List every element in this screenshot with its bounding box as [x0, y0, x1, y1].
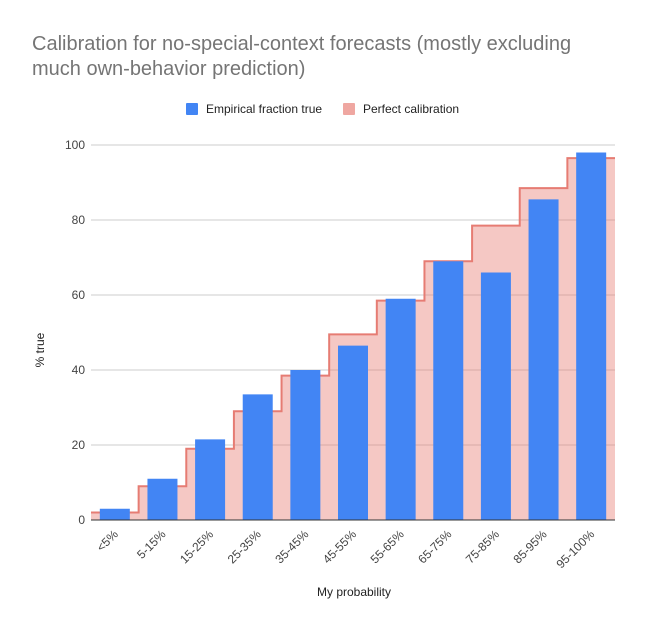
x-tick-label: 15-25% [177, 527, 216, 566]
legend: Empirical fraction true Perfect calibrat… [0, 101, 648, 117]
x-tick-label: 35-45% [272, 527, 311, 566]
x-tick-label: 65-75% [415, 527, 454, 566]
bar-6 [385, 298, 416, 520]
bar-1 [147, 478, 178, 520]
x-tick-label: 25-35% [225, 527, 264, 566]
bar-4 [290, 370, 321, 520]
bar-5 [338, 345, 368, 520]
bar-7 [433, 261, 464, 520]
bar-2 [195, 439, 226, 520]
bar-3 [242, 394, 273, 520]
y-tick-label: 20 [72, 438, 86, 452]
x-tick-label: 75-85% [463, 527, 502, 566]
bars [99, 152, 607, 520]
legend-label-empirical: Empirical fraction true [206, 102, 323, 116]
x-tick-label: 55-65% [368, 527, 407, 566]
y-tick-label: 100 [65, 138, 85, 152]
y-tick-label: 60 [72, 288, 86, 302]
legend-item-perfect[interactable]: Perfect calibration [343, 101, 459, 117]
x-tick-label: 5-15% [134, 527, 169, 562]
chart-title: Calibration for no-special-context forec… [32, 33, 572, 80]
legend-swatch-empirical [186, 103, 198, 115]
y-axis-title: % true [33, 332, 47, 367]
x-tick-label: 85-95% [511, 527, 550, 566]
bar-8 [480, 272, 511, 520]
x-axis-title: My probability [317, 585, 391, 599]
x-tick-label: 95-100% [553, 527, 597, 571]
y-tick-label: 80 [72, 213, 86, 227]
legend-label-perfect: Perfect calibration [363, 102, 460, 116]
bar-9 [528, 199, 559, 520]
bar-10 [576, 152, 607, 520]
y-tick-label: 40 [72, 363, 86, 377]
legend-swatch-perfect [343, 103, 355, 115]
gridlines [91, 144, 615, 446]
x-tick-label: <5% [94, 527, 121, 554]
x-tick-label: 45-55% [320, 527, 359, 566]
legend-item-empirical[interactable]: Empirical fraction true [186, 101, 322, 117]
y-tick-label: 0 [78, 513, 85, 527]
perfect-calibration-line [91, 157, 615, 514]
bar-0 [99, 508, 130, 520]
